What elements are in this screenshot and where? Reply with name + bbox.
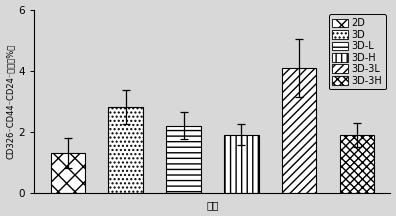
Bar (340, 135, 374, 193)
Bar (51, 153, 85, 193)
X-axis label: 分组: 分组 (206, 200, 219, 210)
Bar (224, 135, 259, 193)
Bar (109, 107, 143, 193)
Y-axis label: CD326⁻CD44⁻CD24⁻比例（%）: CD326⁻CD44⁻CD24⁻比例（%） (6, 44, 15, 159)
Bar (282, 68, 316, 193)
Bar (166, 126, 201, 193)
Legend: 2D, 3D, 3D-L, 3D-H, 3D-3L, 3D-3H: 2D, 3D, 3D-L, 3D-H, 3D-3L, 3D-3H (329, 14, 386, 89)
